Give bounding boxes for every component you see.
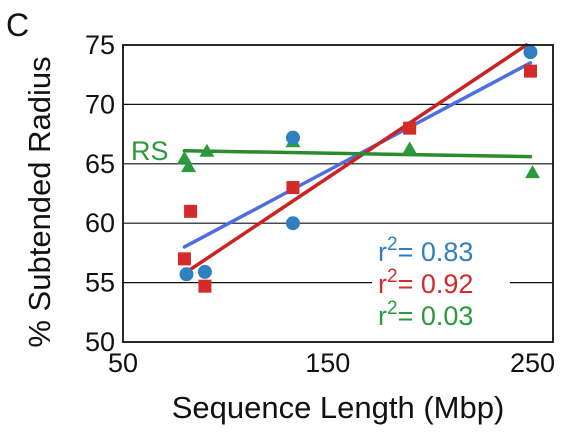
y-tick-label-60: 60 bbox=[85, 208, 115, 238]
y-tick-label-75: 75 bbox=[85, 30, 115, 60]
circle-point-2 bbox=[285, 130, 300, 145]
square-point-3 bbox=[286, 181, 300, 195]
square-point-5 bbox=[523, 64, 537, 78]
y-tick-label-50: 50 bbox=[85, 327, 115, 357]
r2-green-value: = 0.03 bbox=[398, 301, 474, 331]
square-point-2 bbox=[198, 279, 212, 293]
triangle-point-5 bbox=[525, 165, 541, 179]
annotations: RS r2= 0.83 r2= 0.92 r2= 0.03 bbox=[131, 136, 510, 331]
circle-point-1 bbox=[197, 264, 212, 279]
fit-line-square bbox=[186, 43, 529, 273]
circle-point-3 bbox=[285, 216, 300, 231]
y-tick-label-65: 65 bbox=[85, 149, 115, 179]
y-tick-labels: 50 55 60 65 70 75 bbox=[85, 30, 115, 357]
r2-red-value: = 0.92 bbox=[398, 269, 474, 299]
plot-frame bbox=[122, 44, 554, 343]
x-axis-title: Sequence Length (Mbp) bbox=[172, 390, 505, 425]
x-tick-labels: 50 150 250 bbox=[108, 348, 555, 378]
triangle-point-4 bbox=[402, 141, 418, 155]
r2-red-r: r bbox=[378, 269, 387, 299]
r2-green-sup: 2 bbox=[387, 298, 398, 319]
x-tick-label-150: 150 bbox=[305, 348, 350, 378]
r2-blue-r: r bbox=[378, 237, 387, 267]
square-point-4 bbox=[403, 121, 417, 135]
panel-label: C bbox=[6, 7, 29, 43]
annotation-backdrop bbox=[372, 232, 510, 328]
x-tick-label-250: 250 bbox=[510, 348, 555, 378]
y-tick-label-55: 55 bbox=[85, 268, 115, 298]
r2-red-sup: 2 bbox=[387, 266, 398, 287]
r2-blue-value: = 0.83 bbox=[398, 237, 474, 267]
r2-label-red: r2= 0.92 bbox=[378, 266, 473, 299]
r2-label-green: r2= 0.03 bbox=[378, 298, 473, 331]
circle-point-0 bbox=[179, 267, 194, 282]
r2-green-r: r bbox=[378, 301, 387, 331]
triangle-point-1 bbox=[181, 159, 197, 173]
fit-line-triangle bbox=[182, 148, 533, 159]
r2-blue-sup: 2 bbox=[387, 234, 398, 255]
triangle-point-2 bbox=[199, 143, 215, 157]
data-points bbox=[176, 45, 541, 293]
y-axis-title: % Subtended Radius bbox=[22, 56, 57, 347]
y-tick-label-70: 70 bbox=[85, 89, 115, 119]
series-name-rs: RS bbox=[131, 136, 169, 166]
x-tick-label-50: 50 bbox=[108, 348, 138, 378]
r2-label-blue: r2= 0.83 bbox=[378, 234, 473, 267]
circle-point-4 bbox=[523, 45, 538, 60]
fit-lines bbox=[182, 43, 533, 273]
square-point-0 bbox=[177, 252, 191, 266]
square-point-1 bbox=[184, 204, 198, 218]
